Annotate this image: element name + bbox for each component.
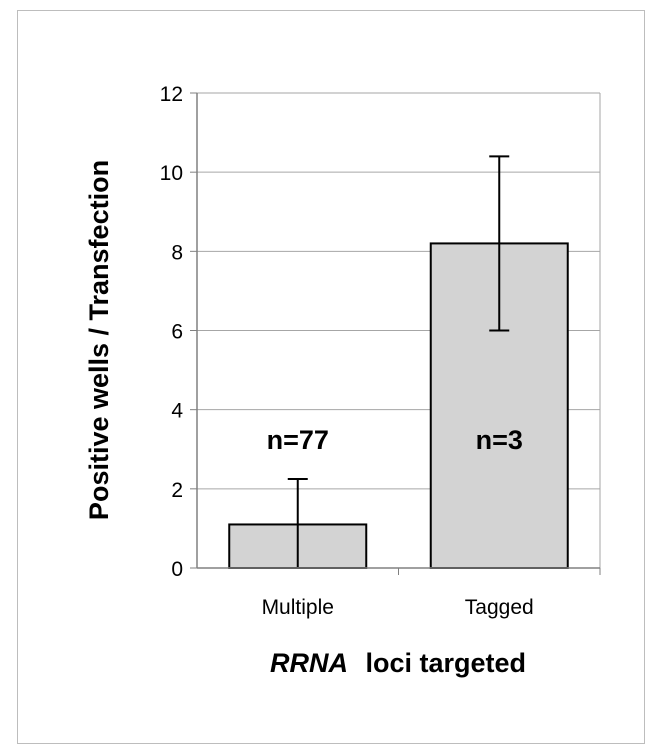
- x-axis-label-italic: RRNA: [270, 648, 348, 678]
- y-axis-label: Positive wells / Transfection: [84, 160, 114, 520]
- y-tick-label: 4: [171, 400, 183, 423]
- x-axis-label-rest: loci targeted: [365, 648, 526, 678]
- bar-annotation: n=3: [476, 425, 523, 455]
- bar-annotations: n=77 n=3: [267, 425, 523, 455]
- y-tick-label: 10: [160, 162, 183, 185]
- y-tick-labels: 0 2 4 6 8 10 12: [160, 83, 184, 581]
- axes-group: [190, 92, 601, 575]
- y-tick-label: 6: [171, 321, 183, 344]
- y-tick-label: 12: [160, 83, 183, 106]
- bars-group: [228, 242, 569, 570]
- x-axis-label: RRNA loci targeted: [270, 648, 526, 678]
- x-category-label: Tagged: [465, 596, 534, 619]
- error-bars-group: [287, 155, 510, 568]
- x-category-label: Multiple: [262, 596, 334, 619]
- y-tick-label: 8: [171, 241, 183, 264]
- bar-annotation: n=77: [267, 425, 329, 455]
- y-tick-label: 0: [171, 558, 183, 581]
- x-category-labels: Multiple Tagged: [262, 596, 534, 619]
- y-tick-label: 2: [171, 479, 183, 502]
